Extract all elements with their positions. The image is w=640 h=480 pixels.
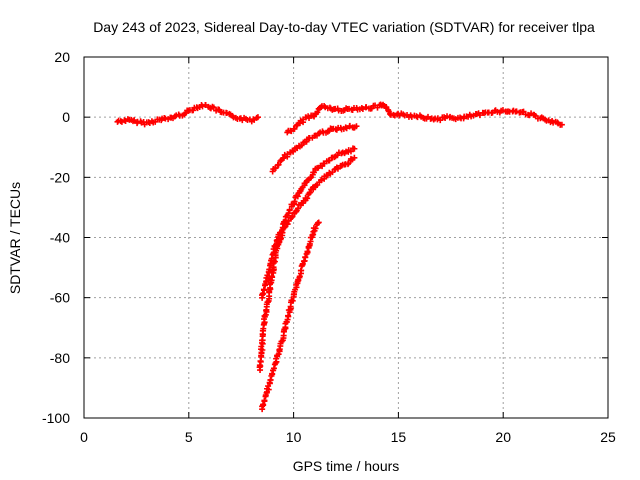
data-point [131,117,138,124]
x-tick-label: 10 [286,429,302,445]
x-tick-label: 20 [495,429,511,445]
data-point [175,111,182,118]
y-tick-label: -100 [42,410,70,426]
y-axis-label: SDTVAR / TECUs [7,182,23,294]
data-point [351,154,358,161]
data-point [268,273,275,280]
series-segment-4 [256,154,358,374]
data-point [294,205,301,212]
data-point [306,189,313,196]
data-point [314,109,321,116]
data-point [294,193,301,200]
chart-title: Day 243 of 2023, Sidereal Day-to-day VTE… [93,19,595,35]
data-point [305,243,312,250]
data-point [347,148,354,155]
data-point [279,229,286,236]
data-point [270,365,277,372]
data-point [289,213,296,220]
data-point [290,148,297,155]
grid [84,57,608,418]
series-segment-2 [284,101,565,136]
data-point [351,145,358,152]
data-point [254,114,261,121]
data-point [259,347,266,354]
y-tick-label: -60 [50,290,70,306]
data-point [289,297,296,304]
data-point [259,290,266,297]
data-point [284,221,291,228]
series-segment-6 [269,122,360,175]
data-point [275,161,282,168]
data-point [210,104,217,111]
data-marks [114,101,565,413]
y-tick-label: -40 [50,230,70,246]
x-tick-labels: 0 5 10 15 20 25 [80,429,616,445]
data-point [291,125,298,132]
data-point [285,210,292,217]
data-point [302,254,309,261]
data-point [310,169,317,176]
data-point [286,206,293,213]
y-tick-label: 20 [54,49,70,65]
y-tick-label: -80 [50,350,70,366]
data-point [312,225,319,232]
data-point [558,121,565,128]
data-point [260,286,267,293]
data-point [285,312,292,319]
series-segment-1 [114,101,261,128]
y-tick-label: -20 [50,169,70,185]
data-point [353,123,360,130]
data-point [269,370,276,377]
x-tick-label: 25 [600,429,616,445]
data-point [315,219,322,226]
y-tick-labels: -100 -80 -60 -40 -20 0 20 [42,49,70,426]
data-point [331,154,338,161]
data-point [260,401,267,408]
x-tick-label: 5 [185,429,193,445]
series-segment-5 [259,219,322,413]
data-point [304,248,311,255]
data-point [441,114,448,121]
x-tick-label: 0 [80,429,88,445]
data-point [290,201,297,208]
x-tick-label: 15 [391,429,407,445]
data-point [267,377,274,384]
data-point [261,397,268,404]
y-tick-label: 0 [62,109,70,125]
data-point [386,110,393,117]
data-point [307,175,314,182]
data-point [291,198,298,205]
x-axis-label: GPS time / hours [293,458,400,474]
data-point [304,195,311,202]
axis-ticks [83,56,609,419]
